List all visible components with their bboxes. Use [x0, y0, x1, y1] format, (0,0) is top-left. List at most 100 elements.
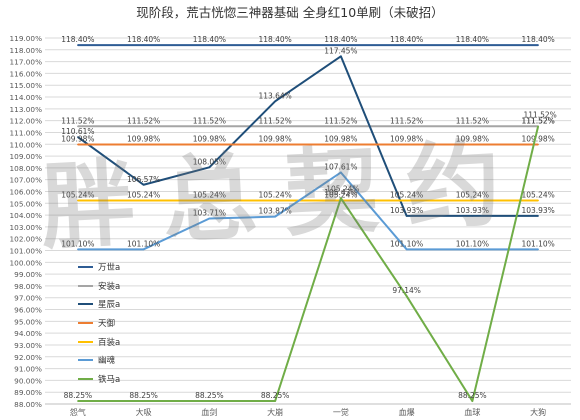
y-tick-label: 105.00% — [10, 199, 43, 208]
y-tick-label: 100.00% — [10, 258, 43, 267]
data-label: 111.52% — [521, 116, 554, 125]
y-tick-label: 101.00% — [10, 247, 43, 256]
y-tick-label: 95.00% — [14, 317, 42, 326]
data-point — [274, 100, 276, 103]
data-label: 109.98% — [456, 134, 489, 143]
legend-item: 万世a — [78, 258, 168, 277]
data-label: 103.93% — [521, 206, 554, 215]
data-point — [340, 197, 342, 200]
data-label: 118.40% — [456, 35, 489, 44]
data-point — [208, 44, 211, 46]
data-label: 103.93% — [456, 206, 489, 215]
data-point — [471, 400, 474, 402]
y-tick-label: 110.00% — [10, 140, 43, 149]
legend-label: 天御 — [98, 319, 116, 330]
x-tick-label: 血剑 — [201, 407, 217, 417]
legend-swatch — [78, 322, 93, 325]
data-point — [77, 136, 79, 138]
data-label: 88.25% — [261, 391, 290, 400]
data-point — [471, 125, 474, 128]
y-tick-label: 109.00% — [10, 152, 43, 161]
data-point — [340, 171, 342, 174]
data-label: 109.98% — [127, 134, 160, 143]
data-point — [142, 248, 145, 251]
data-label: 101.10% — [456, 239, 489, 248]
data-label: 101.10% — [390, 239, 423, 248]
data-point — [340, 143, 342, 146]
data-label: 105.24% — [61, 190, 94, 199]
data-point — [274, 143, 276, 146]
legend-label: 铁马a — [98, 374, 121, 385]
y-tick-label: 96.00% — [14, 306, 42, 315]
data-label: 105.24% — [258, 190, 291, 199]
y-tick-label: 117.00% — [10, 58, 43, 67]
x-tick-label: 血球 — [464, 407, 480, 417]
y-tick-label: 112.00% — [10, 117, 43, 126]
legend-item: 安装a — [78, 277, 168, 296]
data-point — [142, 44, 145, 46]
data-point — [405, 199, 408, 202]
data-label: 101.10% — [127, 239, 160, 248]
data-point — [405, 248, 408, 251]
data-point — [142, 143, 145, 146]
data-point — [208, 125, 211, 128]
data-point — [537, 248, 539, 251]
data-point — [471, 44, 474, 46]
data-label: 105.24% — [193, 190, 226, 199]
data-label: 118.40% — [521, 35, 554, 44]
data-label: 101.10% — [521, 239, 554, 248]
series-line-2 — [77, 55, 539, 217]
data-point — [77, 199, 79, 202]
y-tick-label: 103.00% — [10, 223, 43, 232]
data-label: 106.57% — [127, 175, 160, 184]
y-tick-label: 90.00% — [14, 376, 42, 385]
data-point — [537, 215, 539, 217]
data-point — [77, 400, 79, 402]
y-tick-label: 118.00% — [10, 46, 43, 55]
data-point — [142, 199, 145, 202]
y-tick-label: 91.00% — [14, 365, 42, 374]
legend-swatch — [78, 377, 93, 380]
data-point — [537, 143, 539, 146]
data-label: 103.87% — [258, 207, 291, 216]
y-tick-label: 94.00% — [14, 329, 42, 338]
data-point — [471, 248, 474, 251]
data-point — [405, 44, 408, 46]
data-label: 117.45% — [324, 46, 357, 55]
data-label: 118.40% — [324, 35, 357, 44]
data-point — [77, 143, 79, 146]
data-label: 88.25% — [64, 391, 93, 400]
data-point — [405, 143, 408, 146]
data-point — [405, 125, 408, 128]
data-point — [274, 125, 276, 128]
legend-swatch — [78, 303, 93, 306]
data-point — [340, 125, 342, 128]
data-point — [471, 143, 474, 146]
data-point — [537, 44, 539, 46]
data-label: 107.61% — [324, 162, 357, 171]
data-label: 111.52% — [258, 116, 291, 125]
data-point — [77, 125, 79, 128]
legend-label: 星辰a — [98, 300, 121, 311]
data-point — [142, 400, 145, 402]
data-label: 111.52% — [523, 110, 556, 119]
x-tick-label: 大崩 — [267, 407, 283, 417]
data-label: 111.52% — [324, 116, 357, 125]
data-point — [274, 199, 276, 202]
data-label: 118.40% — [193, 35, 226, 44]
y-tick-label: 114.00% — [10, 93, 43, 102]
data-point — [471, 199, 474, 202]
legend-swatch — [78, 359, 93, 362]
data-label: 111.52% — [127, 116, 160, 125]
data-label: 88.25% — [458, 391, 487, 400]
data-label: 109.98% — [390, 134, 423, 143]
y-tick-label: 104.00% — [10, 211, 43, 220]
y-tick-label: 111.00% — [10, 128, 43, 137]
data-label: 105.24% — [324, 190, 357, 199]
series-line-5 — [77, 171, 539, 251]
data-point — [142, 125, 145, 128]
data-point — [142, 183, 145, 186]
data-label: 105.24% — [390, 190, 423, 199]
data-point — [340, 44, 342, 46]
